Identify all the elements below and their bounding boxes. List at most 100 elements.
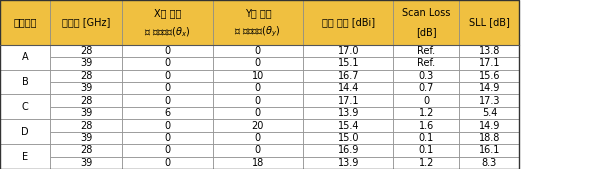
- Bar: [122, 82, 213, 94]
- Bar: [303, 0, 393, 45]
- Text: D: D: [21, 127, 29, 137]
- Text: 15.0: 15.0: [337, 133, 359, 143]
- Text: 0: 0: [164, 158, 170, 168]
- Text: Ref.: Ref.: [417, 46, 436, 56]
- Bar: [303, 156, 393, 169]
- Text: 14.4: 14.4: [338, 83, 359, 93]
- Text: 16.1: 16.1: [479, 145, 500, 155]
- Bar: [459, 107, 519, 119]
- Text: 39: 39: [80, 58, 92, 68]
- Text: 최대 이득 [dBi]: 최대 이득 [dBi]: [322, 17, 375, 27]
- Text: 28: 28: [80, 46, 92, 56]
- Text: 0: 0: [255, 96, 261, 106]
- Bar: [393, 94, 459, 107]
- Text: 0: 0: [164, 46, 170, 56]
- Bar: [0, 94, 50, 119]
- Text: 0: 0: [255, 83, 261, 93]
- Bar: [303, 57, 393, 70]
- Text: [dB]: [dB]: [416, 27, 437, 37]
- Text: 28: 28: [80, 96, 92, 106]
- Text: B: B: [21, 77, 29, 87]
- Bar: [303, 132, 393, 144]
- Text: 17.1: 17.1: [337, 96, 359, 106]
- Bar: [303, 94, 393, 107]
- Text: 13.9: 13.9: [338, 158, 359, 168]
- Text: 17.1: 17.1: [478, 58, 500, 68]
- Text: 39: 39: [80, 83, 92, 93]
- Bar: [459, 70, 519, 82]
- Text: 0.7: 0.7: [419, 83, 434, 93]
- Text: 0: 0: [255, 46, 261, 56]
- Text: 14.9: 14.9: [479, 83, 500, 93]
- Text: Scan Loss: Scan Loss: [402, 8, 451, 18]
- Bar: [50, 156, 122, 169]
- Bar: [303, 107, 393, 119]
- Bar: [50, 144, 122, 156]
- Bar: [50, 45, 122, 57]
- Text: A: A: [22, 52, 28, 62]
- Text: 0: 0: [255, 58, 261, 68]
- Text: 주파수 [GHz]: 주파수 [GHz]: [62, 17, 111, 27]
- Text: 빔 조향각도($\theta_x$): 빔 조향각도($\theta_x$): [144, 26, 191, 39]
- Bar: [303, 45, 393, 57]
- Text: 0.3: 0.3: [419, 71, 434, 81]
- Bar: [122, 119, 213, 132]
- Text: Y축 방향: Y축 방향: [244, 8, 271, 18]
- Bar: [393, 0, 459, 45]
- Bar: [393, 45, 459, 57]
- Text: 15.1: 15.1: [337, 58, 359, 68]
- Bar: [213, 45, 303, 57]
- Bar: [459, 45, 519, 57]
- Bar: [122, 94, 213, 107]
- Bar: [213, 0, 303, 45]
- Bar: [50, 0, 122, 45]
- Text: 16.7: 16.7: [337, 71, 359, 81]
- Bar: [50, 132, 122, 144]
- Text: 17.3: 17.3: [478, 96, 500, 106]
- Text: 빔 조향각도($\theta_y$): 빔 조향각도($\theta_y$): [235, 25, 281, 39]
- Text: 28: 28: [80, 145, 92, 155]
- Text: 0: 0: [164, 96, 170, 106]
- Bar: [0, 144, 50, 169]
- Bar: [213, 94, 303, 107]
- Bar: [393, 57, 459, 70]
- Text: 15.4: 15.4: [337, 120, 359, 130]
- Bar: [459, 144, 519, 156]
- Bar: [459, 94, 519, 107]
- Text: 0: 0: [255, 108, 261, 118]
- Text: 메타표면: 메타표면: [13, 17, 37, 27]
- Text: 0: 0: [423, 96, 430, 106]
- Bar: [303, 82, 393, 94]
- Text: Ref.: Ref.: [417, 58, 436, 68]
- Bar: [0, 0, 50, 45]
- Text: 28: 28: [80, 120, 92, 130]
- Text: 13.8: 13.8: [479, 46, 500, 56]
- Text: 16.9: 16.9: [338, 145, 359, 155]
- Bar: [393, 107, 459, 119]
- Bar: [122, 57, 213, 70]
- Bar: [393, 132, 459, 144]
- Bar: [122, 107, 213, 119]
- Text: 0: 0: [164, 83, 170, 93]
- Bar: [459, 156, 519, 169]
- Text: 10: 10: [252, 71, 264, 81]
- Bar: [0, 70, 50, 94]
- Text: 0: 0: [164, 58, 170, 68]
- Bar: [303, 144, 393, 156]
- Bar: [459, 119, 519, 132]
- Text: 0: 0: [255, 145, 261, 155]
- Bar: [393, 144, 459, 156]
- Bar: [213, 82, 303, 94]
- Text: 20: 20: [252, 120, 264, 130]
- Text: X축 방향: X축 방향: [154, 8, 181, 18]
- Bar: [50, 70, 122, 82]
- Text: 0: 0: [164, 71, 170, 81]
- Text: 17.0: 17.0: [337, 46, 359, 56]
- Bar: [122, 156, 213, 169]
- Text: 0: 0: [164, 120, 170, 130]
- Bar: [50, 57, 122, 70]
- Bar: [50, 82, 122, 94]
- Text: 0.1: 0.1: [419, 145, 434, 155]
- Bar: [303, 119, 393, 132]
- Bar: [122, 70, 213, 82]
